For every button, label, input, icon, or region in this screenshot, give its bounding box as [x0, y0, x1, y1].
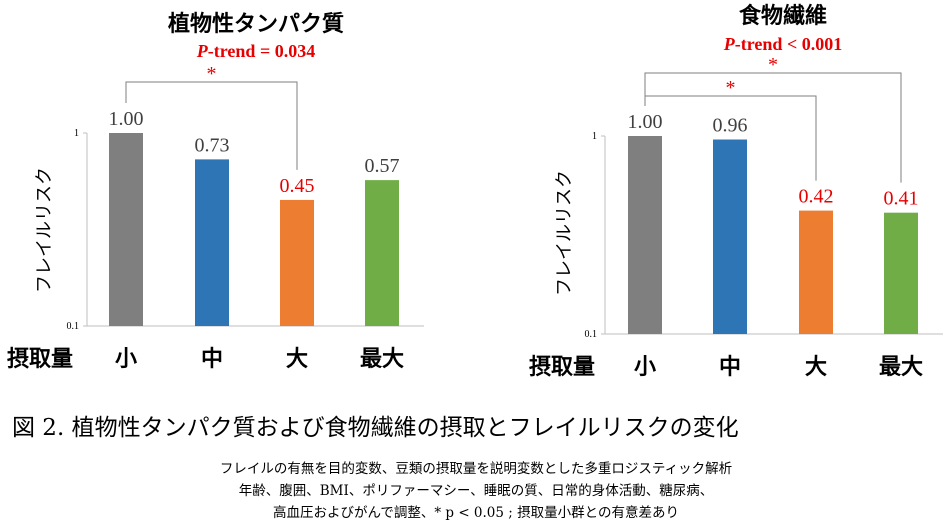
chart2-value-label: 0.96 — [713, 115, 748, 137]
figure-caption: 図 2. 植物性タンパク質および食物繊維の摂取とフレイルリスクの変化 — [12, 415, 739, 441]
chart2-category-label: 中 — [719, 355, 741, 380]
chart1-p-trend: P-trend = 0.034 — [196, 41, 315, 61]
chart2-y-tick-label: 0.1 — [585, 329, 598, 340]
chart2-category-label: 最大 — [879, 355, 923, 380]
chart1-p-trend-text: -trend = 0.034 — [208, 41, 315, 61]
chart2-p-trend-text: -trend < 0.001 — [735, 34, 842, 54]
chart1-significance-mark: * — [207, 63, 217, 85]
chart2-category-label: 大 — [805, 355, 827, 380]
chart2-p-trend: P-trend < 0.001 — [723, 34, 842, 54]
chart1-value-label: 0.73 — [195, 134, 230, 156]
chart2-significance-mark: * — [726, 77, 736, 99]
chart2-significance-bracket — [644, 72, 902, 183]
note-line-2: 年齢、腹囲、BMI、ポリファーマシー、睡眠の質、日常的身体活動、糖尿病、 — [238, 483, 714, 499]
chart2-value-label: 0.41 — [884, 188, 919, 210]
chart2-significance-mark: * — [768, 54, 778, 76]
chart2-value-label: 1.00 — [628, 111, 663, 133]
chart1-bar — [109, 133, 143, 326]
chart1-title: 植物性タンパク質 — [168, 11, 344, 37]
chart2-x-axis-label: 摂取量 — [529, 354, 595, 380]
chart2-bar — [713, 139, 747, 334]
chart1-category-label: 最大 — [360, 347, 404, 372]
chart1-value-label: 0.45 — [280, 175, 315, 197]
chart1-bar — [195, 159, 229, 326]
chart1-category-label: 小 — [115, 347, 137, 372]
chart1-bar — [365, 180, 399, 326]
chart2-bar — [799, 210, 833, 334]
note-line-1: フレイルの有無を目的変数、豆類の摂取量を説明変数とした多重ロジスティック解析 — [219, 461, 733, 477]
chart2-bar — [628, 136, 662, 334]
chart2-value-label: 0.42 — [799, 186, 834, 208]
chart1-p-trend-prefix: P — [196, 41, 209, 61]
note-line-3: 高血圧およびがんで調整、* p < 0.05 ; 摂取量小群との有意差あり — [273, 505, 679, 521]
chart2-y-tick-label: 1 — [592, 131, 597, 142]
chart1-category-label: 中 — [201, 347, 223, 372]
chart1-significance-bracket — [125, 81, 298, 170]
figure-notes: フレイルの有無を目的変数、豆類の摂取量を説明変数とした多重ロジスティック解析 年… — [0, 458, 952, 524]
chart1-x-axis-label: 摂取量 — [7, 346, 73, 372]
chart1-y-axis-label: フレイルリスク — [34, 167, 55, 293]
chart2-category-label: 小 — [634, 355, 656, 380]
chart2-bar — [884, 212, 918, 334]
chart1-category-label: 大 — [286, 347, 308, 372]
chart2-y-axis-label: フレイルリスク — [554, 170, 575, 296]
chart1-y-tick-label: 0.1 — [67, 321, 80, 332]
chart1-value-label: 1.00 — [109, 108, 144, 130]
chart2-title: 食物繊維 — [739, 3, 827, 29]
chart1-value-label: 0.57 — [365, 155, 400, 177]
chart2-p-trend-prefix: P — [723, 34, 736, 54]
chart1-y-tick-label: 1 — [74, 128, 79, 139]
chart1-bar — [280, 199, 314, 326]
